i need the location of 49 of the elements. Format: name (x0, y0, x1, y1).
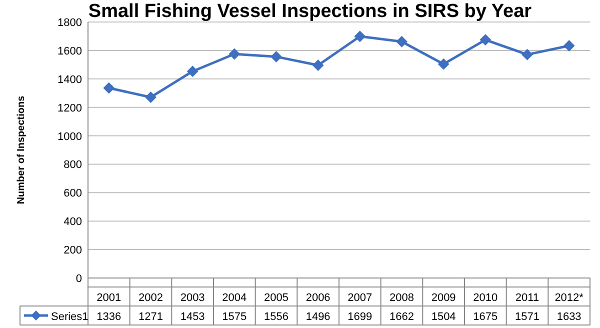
y-tick-label: 0 (76, 273, 82, 285)
y-tick-label: 800 (64, 159, 82, 172)
y-tick-label: 200 (64, 244, 82, 257)
data-label: 1662 (390, 311, 414, 323)
y-tick-label: 400 (64, 216, 82, 228)
point (438, 58, 450, 70)
x-tick-label: 2003 (180, 292, 205, 304)
data-label: 1633 (556, 311, 582, 323)
legend-label: Series1 (51, 311, 88, 323)
point (522, 49, 533, 60)
y-tick-label: 600 (64, 188, 82, 200)
y-axis-title: Number of Inspections (16, 95, 27, 204)
point (564, 40, 575, 52)
point (103, 82, 114, 94)
x-tick-label: 2011 (515, 292, 540, 304)
x-tick-label: 2009 (431, 292, 456, 304)
point (145, 92, 156, 103)
y-tick-label: 1000 (58, 130, 82, 143)
x-tick-label: 2004 (222, 292, 247, 304)
x-tick-label: 2006 (306, 292, 330, 304)
point (480, 34, 491, 46)
point (270, 51, 282, 62)
y-tick-label: 1200 (58, 102, 82, 114)
data-label: 1699 (348, 311, 372, 323)
y-tick-label: 1800 (58, 17, 82, 29)
data-label: 1336 (96, 311, 122, 323)
data-label: 1496 (306, 311, 330, 323)
point (396, 36, 408, 48)
point (354, 30, 366, 42)
x-tick-label: 2002 (138, 292, 163, 304)
data-label: 1271 (138, 311, 163, 323)
y-tick-label: 1400 (58, 74, 82, 86)
point (312, 60, 324, 71)
x-tick-label: 2007 (348, 292, 372, 304)
point (187, 66, 198, 77)
x-tick-label: 2005 (264, 292, 288, 304)
point (228, 48, 240, 60)
data-label: 1504 (431, 311, 456, 323)
data-label: 1556 (264, 311, 288, 323)
x-tick-label: 2012* (554, 292, 584, 304)
x-tick-label: 2010 (473, 292, 498, 304)
chart-title: Small Fishing Vessel Inspections in SIRS by Year (88, 1, 532, 22)
data-label: 1675 (473, 311, 498, 323)
data-label: 1571 (515, 311, 540, 323)
y-tick-label: 1600 (58, 45, 82, 58)
x-tick-label: 2001 (96, 292, 122, 304)
data-label: 1453 (180, 311, 205, 323)
x-tick-label: 2008 (390, 292, 414, 304)
data-label: 1575 (222, 311, 247, 323)
